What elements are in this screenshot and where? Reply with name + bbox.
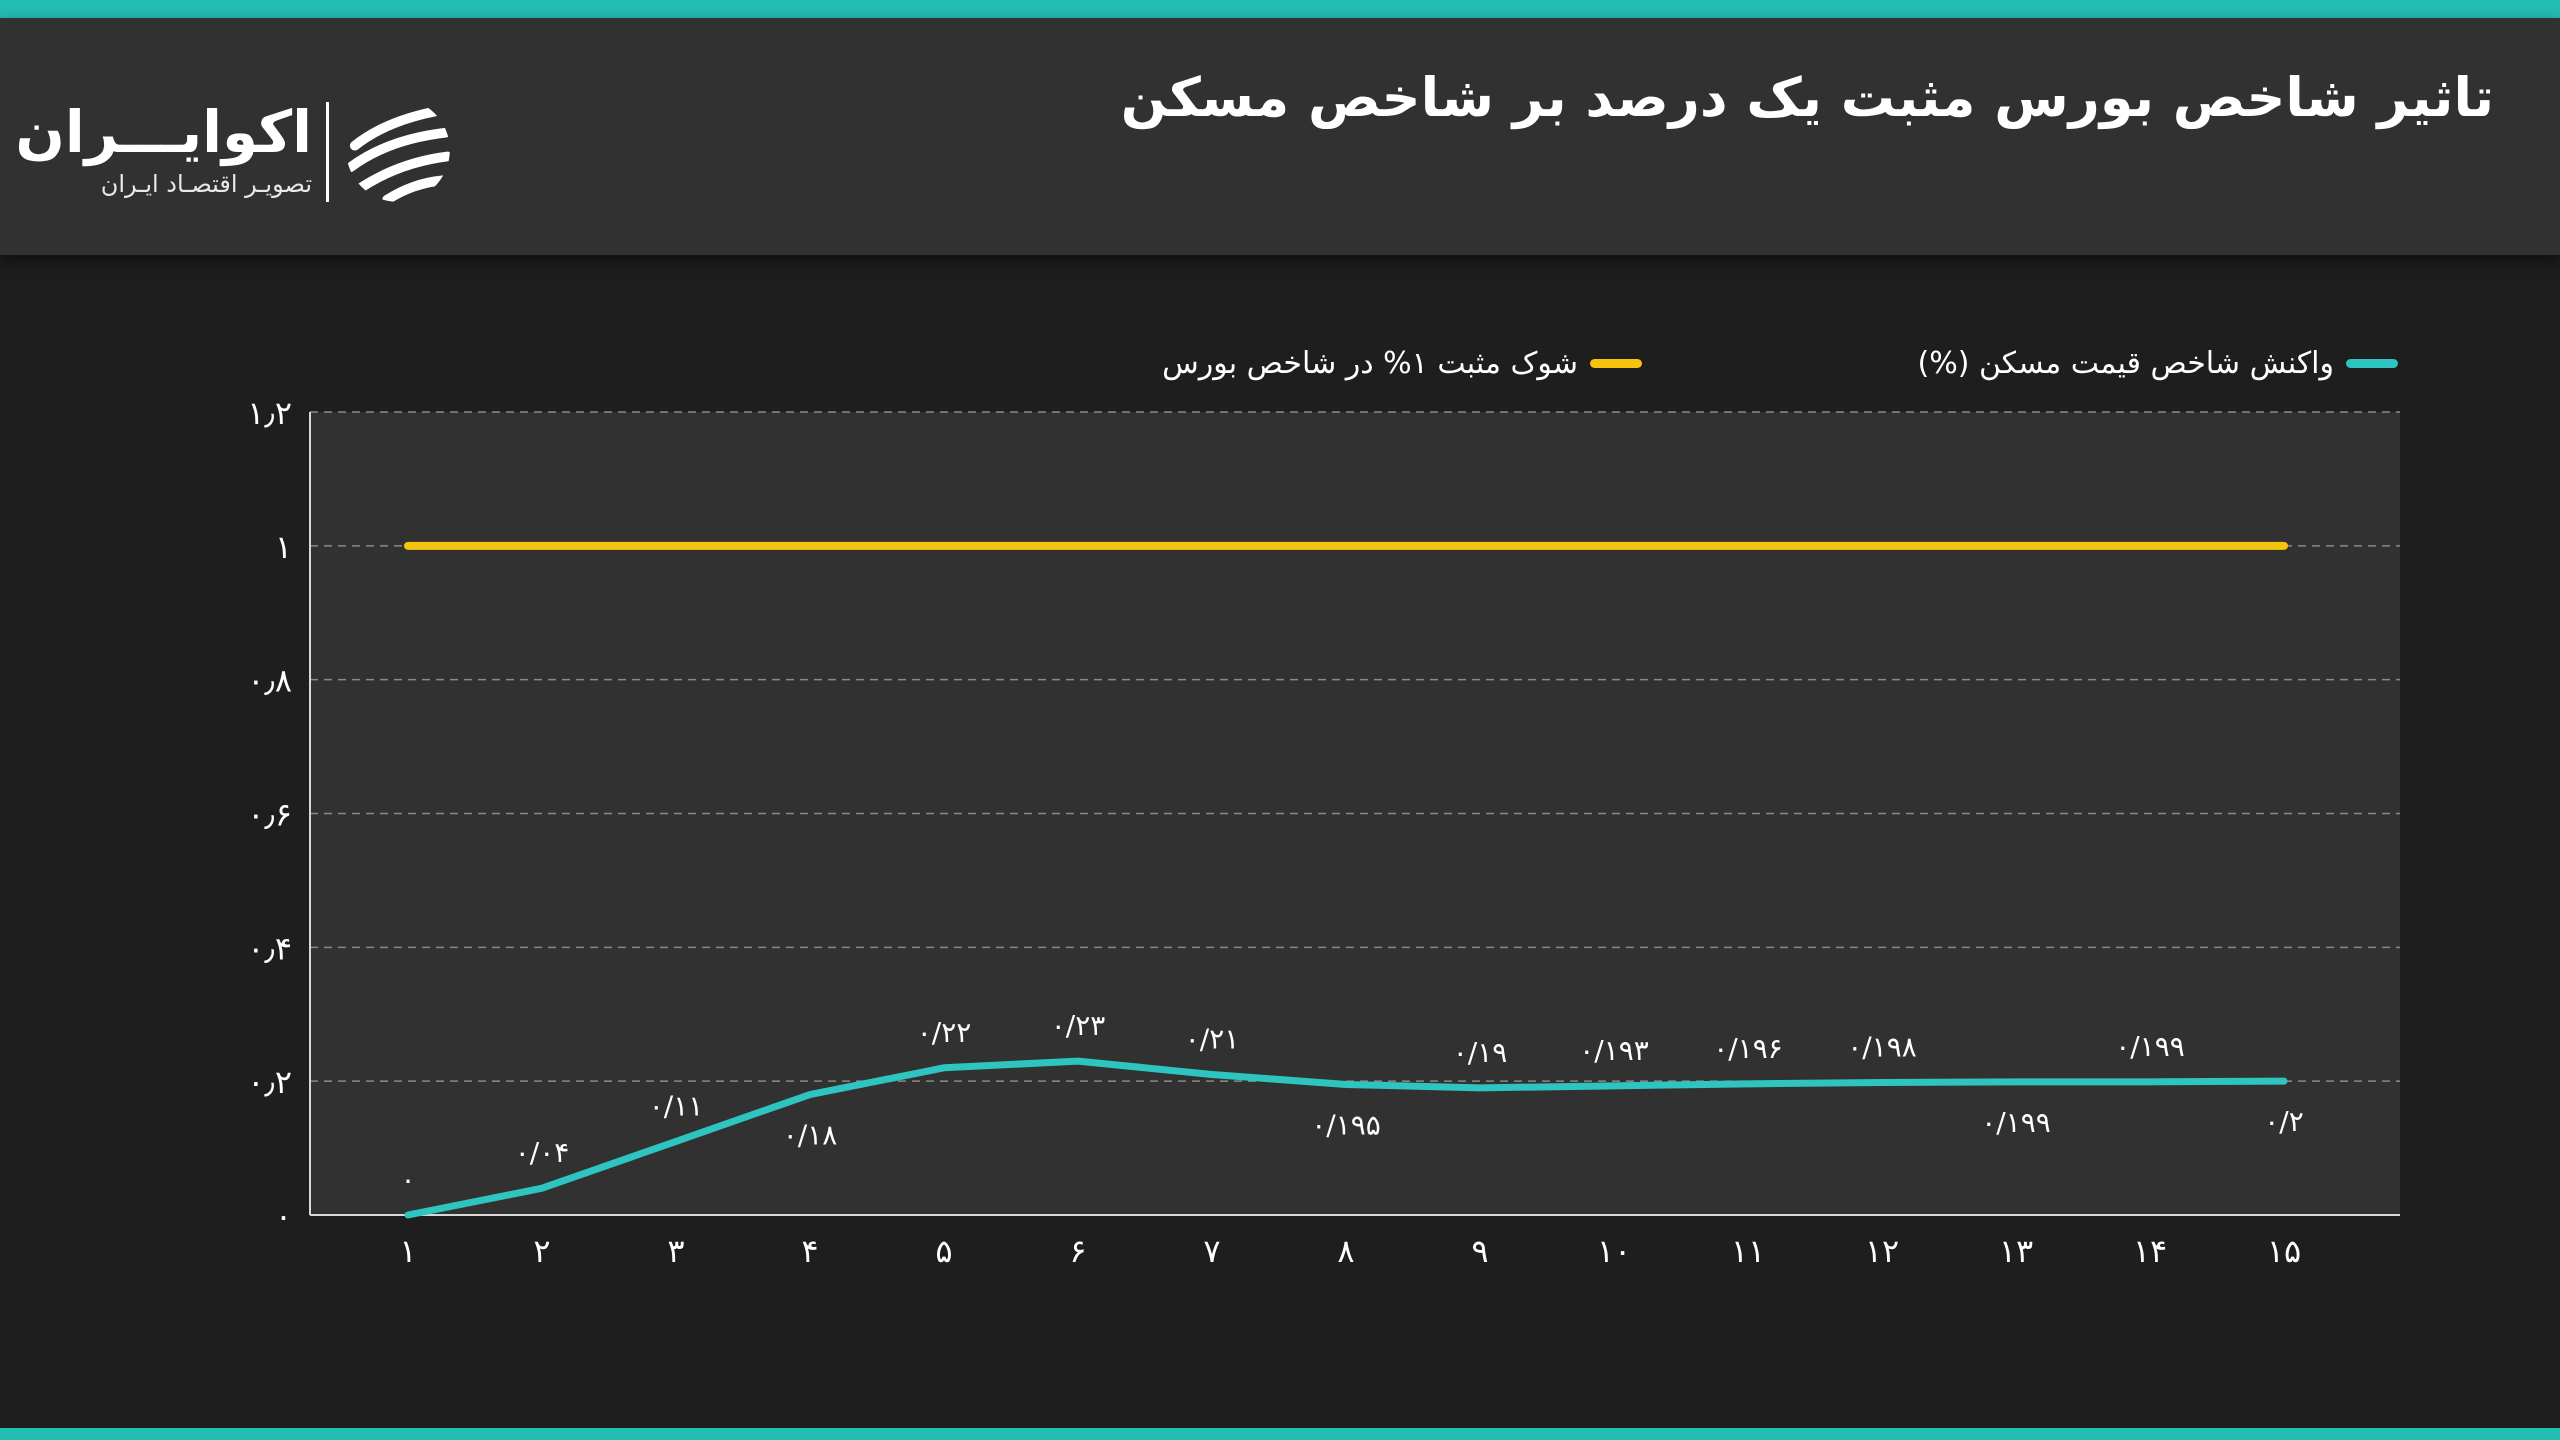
y-tick-label: ۰٫۲ — [247, 1063, 292, 1101]
logo: اکوایـــران تصویـر اقتصـاد ایـران — [15, 82, 470, 212]
x-tick-label: ۲ — [533, 1232, 550, 1270]
data-label: ۰/۲ — [2264, 1105, 2304, 1138]
x-tick-label: ۸ — [1337, 1232, 1354, 1270]
data-label: ۰/۱۹۸ — [1847, 1031, 1917, 1064]
data-label: ۰/۰۴ — [515, 1136, 570, 1169]
y-tick-label: ۰ — [275, 1197, 292, 1235]
legend-item-shock: شوک مثبت ۱% در شاخص بورس — [1162, 340, 1642, 386]
series-line-response — [404, 1057, 2288, 1219]
x-tick-label: ۷ — [1203, 1232, 1220, 1270]
x-tick-label: ۶ — [1069, 1232, 1086, 1270]
logo-mark-icon — [346, 106, 450, 202]
x-tick-label: ۱۴ — [2133, 1232, 2167, 1270]
data-label: ۰/۲۳ — [1051, 1009, 1106, 1042]
bottom-accent-bar — [0, 1428, 2560, 1440]
logo-name: اکوایـــران — [15, 98, 312, 166]
legend-label-shock: شوک مثبت ۱% در شاخص بورس — [1162, 345, 1578, 381]
y-tick-label: ۱٫۲ — [247, 394, 292, 432]
legend-label-response: واکنش شاخص قیمت مسکن (%) — [1917, 345, 2334, 381]
data-label: ۰/۱۹ — [1453, 1036, 1508, 1069]
x-tick-label: ۱۲ — [1865, 1232, 1899, 1270]
data-label: ۰/۱۹۵ — [1311, 1109, 1381, 1142]
logo-tagline: تصویـر اقتصـاد ایـران — [100, 170, 312, 198]
y-tick-label: ۰٫۴ — [247, 929, 292, 967]
y-tick-label: ۰٫۸ — [247, 662, 292, 700]
data-label: ۰/۱۹۶ — [1713, 1032, 1783, 1065]
x-tick-label: ۴ — [801, 1232, 818, 1270]
legend-swatch-shock — [1590, 358, 1642, 368]
x-tick-label: ۱۰ — [1597, 1232, 1631, 1270]
x-tick-label: ۱۵ — [2267, 1232, 2301, 1270]
data-label: ۰/۱۱ — [649, 1089, 704, 1122]
data-label: ۰/۲۱ — [1185, 1022, 1240, 1055]
data-label: ۰/۱۹۳ — [1579, 1034, 1649, 1067]
x-tick-label: ۱۳ — [1999, 1232, 2033, 1270]
logo-divider — [326, 102, 329, 202]
legend-item-response: واکنش شاخص قیمت مسکن (%) — [1918, 340, 2398, 386]
legend-swatch-response — [2346, 358, 2398, 368]
data-label: ۰/۱۸ — [783, 1119, 838, 1152]
data-label: ۰/۱۹۹ — [2115, 1030, 2185, 1063]
data-label: ۰/۲۲ — [917, 1016, 972, 1049]
x-tick-label: ۳ — [667, 1232, 684, 1270]
y-tick-label: ۰٫۶ — [247, 796, 292, 834]
x-tick-label: ۵ — [935, 1232, 952, 1270]
x-tick-label: ۱ — [399, 1232, 416, 1270]
x-tick-label: ۱۱ — [1731, 1232, 1765, 1270]
data-label: ۰/۱۹۹ — [1981, 1106, 2051, 1139]
page-title: تاثیر شاخص بورس مثبت یک درصد بر شاخص مسک… — [1120, 66, 2494, 129]
top-accent-bar — [0, 0, 2560, 18]
x-tick-label: ۹ — [1471, 1232, 1488, 1270]
header: تاثیر شاخص بورس مثبت یک درصد بر شاخص مسک… — [0, 18, 2560, 255]
y-tick-label: ۱ — [275, 528, 292, 566]
data-label: ۰ — [400, 1163, 415, 1196]
